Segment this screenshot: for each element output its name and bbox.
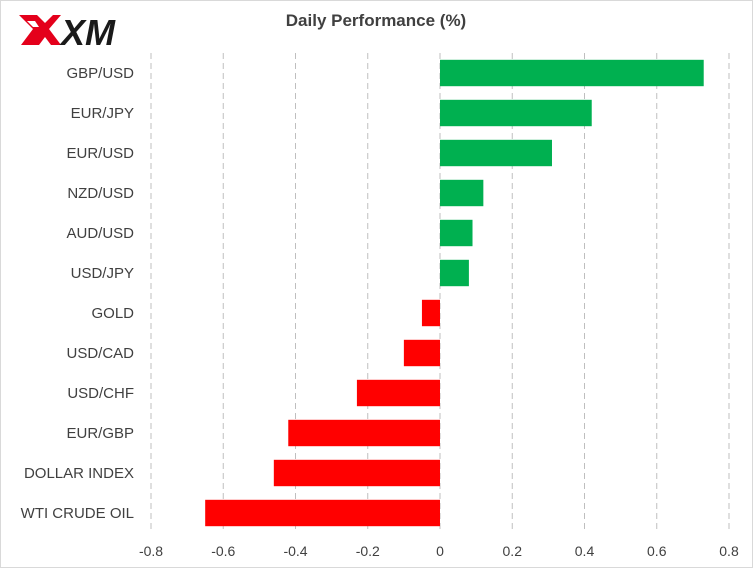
bar [288, 419, 440, 447]
category-label: USD/CHF [67, 385, 134, 402]
x-tick-label: 0.2 [503, 543, 523, 559]
category-label: EUR/GBP [66, 425, 134, 442]
x-tick-label: 0 [436, 543, 444, 559]
bar [356, 379, 440, 407]
bar [403, 339, 440, 367]
category-label: AUD/USD [66, 225, 134, 242]
bar [440, 219, 473, 247]
bar [421, 299, 440, 327]
chart-title: Daily Performance (%) [285, 11, 467, 30]
category-label: GOLD [91, 305, 134, 322]
category-label: USD/CAD [66, 345, 134, 362]
x-tick-label: -0.6 [211, 543, 235, 559]
x-tick-label: -0.8 [139, 543, 163, 559]
category-label: WTI CRUDE OIL [21, 505, 134, 522]
x-tick-label: 0.6 [647, 543, 667, 559]
x-tick-label: 0.8 [719, 543, 739, 559]
bar [440, 259, 469, 287]
category-label: NZD/USD [67, 185, 134, 202]
xm-logo: XM [19, 12, 116, 51]
bar [440, 139, 552, 167]
category-label: EUR/USD [66, 145, 134, 162]
logo-text: XM [59, 12, 116, 51]
category-label: EUR/JPY [71, 105, 134, 122]
bar [440, 99, 592, 127]
x-tick-label: -0.4 [283, 543, 307, 559]
x-tick-label: -0.2 [356, 543, 380, 559]
bar [440, 179, 484, 207]
bull-icon [19, 15, 61, 45]
bar [440, 59, 704, 87]
category-label: DOLLAR INDEX [24, 465, 134, 482]
bar [205, 499, 440, 527]
x-tick-label: 0.4 [575, 543, 595, 559]
bar [273, 459, 440, 487]
category-label: GBP/USD [66, 65, 134, 82]
category-label: USD/JPY [71, 265, 134, 282]
